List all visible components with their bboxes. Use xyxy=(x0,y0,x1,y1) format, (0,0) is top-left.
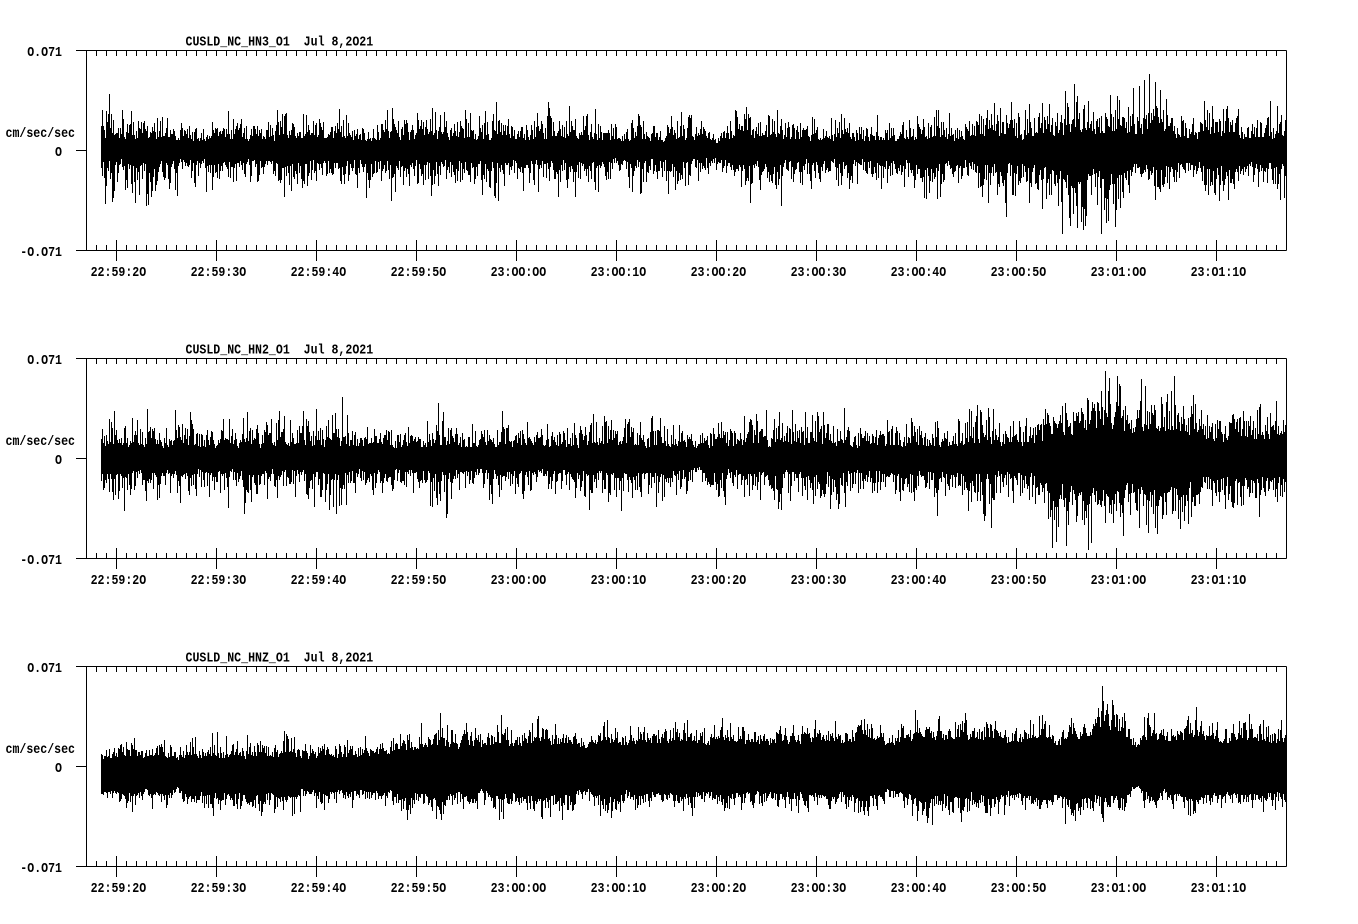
svg-text:23:O1:1O: 23:O1:1O xyxy=(1191,266,1247,281)
svg-text:O: O xyxy=(55,146,62,161)
svg-text:22:59:5O: 22:59:5O xyxy=(391,574,447,589)
svg-text:23:OO:3O: 23:OO:3O xyxy=(791,266,847,281)
svg-text:22:59:2O: 22:59:2O xyxy=(91,882,147,897)
svg-text:O.O71: O.O71 xyxy=(27,354,62,369)
svg-text:23:OO:5O: 23:OO:5O xyxy=(991,266,1047,281)
svg-text:23:OO:4O: 23:OO:4O xyxy=(891,574,947,589)
svg-text:22:59:4O: 22:59:4O xyxy=(291,266,347,281)
svg-text:CUSLD_NC_HN2_O1 Jul 8,2O21: CUSLD_NC_HN2_O1 Jul 8,2O21 xyxy=(186,344,374,359)
svg-text:23:OO:OO: 23:OO:OO xyxy=(491,266,547,281)
svg-text:22:59:3O: 22:59:3O xyxy=(191,266,247,281)
svg-text:23:OO:1O: 23:OO:1O xyxy=(591,266,647,281)
svg-text:23:OO:2O: 23:OO:2O xyxy=(691,266,747,281)
svg-text:O: O xyxy=(55,762,62,777)
svg-text:22:59:4O: 22:59:4O xyxy=(291,574,347,589)
svg-text:23:O1:1O: 23:O1:1O xyxy=(1191,882,1247,897)
svg-text:23:O1:OO: 23:O1:OO xyxy=(1091,266,1147,281)
svg-text:cm/sec/sec: cm/sec/sec xyxy=(6,435,76,450)
svg-text:23:OO:1O: 23:OO:1O xyxy=(591,882,647,897)
svg-text:cm/sec/sec: cm/sec/sec xyxy=(6,127,76,142)
svg-text:23:OO:2O: 23:OO:2O xyxy=(691,882,747,897)
svg-text:O.O71: O.O71 xyxy=(27,662,62,677)
svg-text:22:59:4O: 22:59:4O xyxy=(291,882,347,897)
svg-text:23:O1:OO: 23:O1:OO xyxy=(1091,574,1147,589)
svg-text:23:OO:2O: 23:OO:2O xyxy=(691,574,747,589)
svg-text:cm/sec/sec: cm/sec/sec xyxy=(6,743,76,758)
svg-text:23:O1:OO: 23:O1:OO xyxy=(1091,882,1147,897)
svg-text:23:OO:4O: 23:OO:4O xyxy=(891,266,947,281)
svg-text:23:OO:OO: 23:OO:OO xyxy=(491,574,547,589)
svg-text:CUSLD_NC_HN3_O1 Jul 8,2O21: CUSLD_NC_HN3_O1 Jul 8,2O21 xyxy=(186,36,374,51)
svg-text:22:59:2O: 22:59:2O xyxy=(91,574,147,589)
svg-text:O: O xyxy=(55,454,62,469)
svg-text:23:OO:3O: 23:OO:3O xyxy=(791,882,847,897)
svg-text:-O.O71: -O.O71 xyxy=(20,554,62,569)
svg-text:23:OO:OO: 23:OO:OO xyxy=(491,882,547,897)
svg-text:-O.O71: -O.O71 xyxy=(20,246,62,261)
svg-text:23:O1:1O: 23:O1:1O xyxy=(1191,574,1247,589)
svg-text:23:OO:5O: 23:OO:5O xyxy=(991,882,1047,897)
svg-text:22:59:2O: 22:59:2O xyxy=(91,266,147,281)
svg-text:22:59:5O: 22:59:5O xyxy=(391,882,447,897)
svg-text:23:OO:3O: 23:OO:3O xyxy=(791,574,847,589)
svg-text:-O.O71: -O.O71 xyxy=(20,862,62,877)
svg-text:22:59:3O: 22:59:3O xyxy=(191,574,247,589)
svg-text:23:OO:4O: 23:OO:4O xyxy=(891,882,947,897)
svg-text:22:59:5O: 22:59:5O xyxy=(391,266,447,281)
svg-text:23:OO:5O: 23:OO:5O xyxy=(991,574,1047,589)
svg-text:O.O71: O.O71 xyxy=(27,46,62,61)
svg-text:CUSLD_NC_HNZ_O1 Jul 8,2O21: CUSLD_NC_HNZ_O1 Jul 8,2O21 xyxy=(186,652,374,667)
svg-text:22:59:3O: 22:59:3O xyxy=(191,882,247,897)
svg-text:23:OO:1O: 23:OO:1O xyxy=(591,574,647,589)
